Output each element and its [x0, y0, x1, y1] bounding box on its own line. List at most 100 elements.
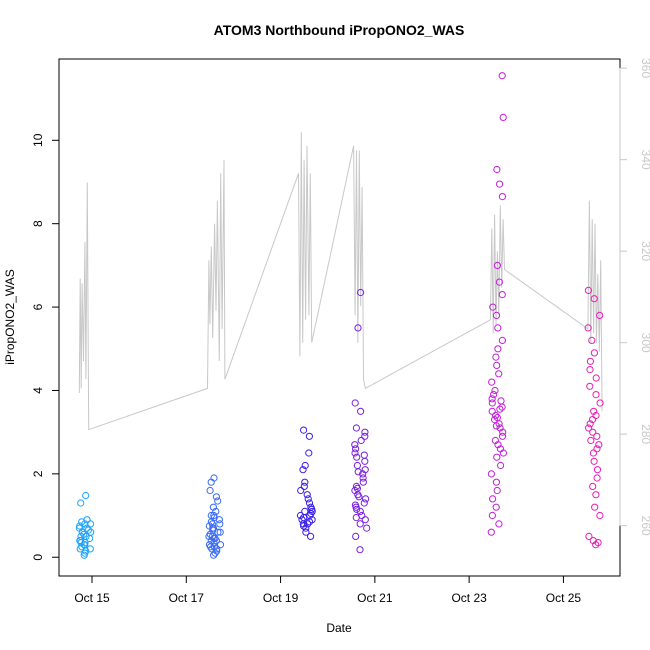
data-point — [82, 491, 90, 500]
data-point — [210, 543, 219, 551]
data-point — [361, 466, 369, 474]
data-point — [589, 428, 597, 436]
y2-tick-label: 260 — [639, 516, 650, 536]
data-point — [585, 532, 593, 541]
data-point — [307, 532, 315, 541]
data-point — [498, 193, 506, 201]
data-point — [494, 324, 502, 332]
x-axis: Oct 15 Oct 17 Oct 19 Oct 21 Oct 23 Oct 25 — [74, 575, 581, 605]
data-point — [498, 291, 506, 299]
data-point — [81, 541, 89, 549]
data-point — [84, 526, 93, 534]
data-point — [299, 466, 307, 474]
data-point — [493, 165, 501, 174]
data-point — [206, 486, 214, 495]
data-point — [498, 336, 506, 344]
data-point — [495, 370, 503, 378]
data-point — [591, 503, 599, 511]
data-point — [490, 391, 498, 399]
data-point — [499, 449, 507, 457]
y2-tick-label: 280 — [639, 424, 650, 444]
data-point — [353, 484, 361, 492]
data-point — [494, 441, 502, 449]
data-point — [495, 278, 503, 286]
y-tick-label: 8 — [31, 220, 45, 227]
data-point — [492, 478, 500, 486]
data-point — [210, 474, 218, 482]
data-point — [495, 520, 503, 528]
data-point — [588, 416, 597, 424]
series-line — [78, 132, 603, 431]
data-point — [498, 432, 507, 440]
data-point — [493, 486, 501, 495]
data-point — [354, 468, 362, 476]
data-point — [488, 395, 496, 403]
data-point — [586, 382, 594, 390]
y-tick-label: 2 — [31, 470, 45, 477]
data-point — [493, 453, 501, 461]
data-point — [359, 474, 367, 482]
data-point — [595, 441, 603, 449]
data-point — [305, 432, 313, 440]
x-axis-label: Date — [326, 621, 352, 635]
data-point — [488, 378, 496, 386]
x-tick-label: Oct 23 — [451, 591, 487, 605]
data-point — [361, 432, 369, 440]
data-point — [304, 495, 312, 503]
data-point — [492, 422, 500, 430]
data-point — [210, 534, 218, 543]
data-point — [499, 113, 507, 122]
data-point — [590, 407, 598, 415]
x-tick-label: Oct 17 — [169, 591, 205, 605]
data-point — [300, 482, 308, 490]
data-point — [589, 482, 597, 490]
data-point — [300, 426, 308, 434]
data-point — [357, 407, 365, 415]
data-point — [214, 497, 222, 505]
data-point — [83, 516, 91, 524]
y2-tick-label: 320 — [639, 241, 650, 261]
data-point — [356, 520, 364, 528]
data-point — [585, 424, 593, 432]
data-point — [594, 539, 602, 547]
data-point — [305, 499, 314, 507]
data-point — [586, 357, 595, 365]
y2-tick-label: 300 — [639, 333, 650, 353]
data-point — [360, 451, 368, 459]
data-point — [493, 414, 501, 422]
y-axis: 0 2 4 6 8 10 — [31, 133, 60, 561]
data-point — [351, 399, 359, 407]
data-point — [356, 507, 364, 515]
data-point — [592, 374, 600, 382]
data-point — [596, 399, 604, 407]
y-tick-label: 0 — [31, 554, 45, 561]
data-point — [209, 503, 217, 511]
data-point — [354, 324, 362, 332]
data-point — [87, 528, 95, 536]
data-point — [493, 361, 501, 369]
data-point — [496, 180, 504, 188]
data-point — [298, 516, 306, 524]
data-point — [351, 441, 359, 449]
data-point — [296, 511, 305, 520]
data-point — [487, 528, 495, 536]
data-point — [77, 539, 85, 547]
data-point — [588, 336, 596, 344]
data-point — [360, 499, 368, 507]
data-point — [596, 511, 604, 520]
data-point — [498, 72, 506, 80]
data-point — [355, 493, 363, 501]
data-point — [488, 511, 496, 520]
data-point — [205, 532, 213, 541]
data-point — [307, 503, 315, 511]
data-point — [494, 345, 502, 353]
data-point — [301, 461, 309, 470]
x-tick-label: Oct 15 — [74, 591, 110, 605]
data-point — [86, 520, 95, 528]
data-point — [592, 391, 600, 399]
data-point — [491, 386, 499, 395]
data-point — [83, 524, 91, 532]
data-point — [216, 520, 224, 528]
data-point — [492, 411, 500, 420]
data-point — [301, 478, 309, 486]
